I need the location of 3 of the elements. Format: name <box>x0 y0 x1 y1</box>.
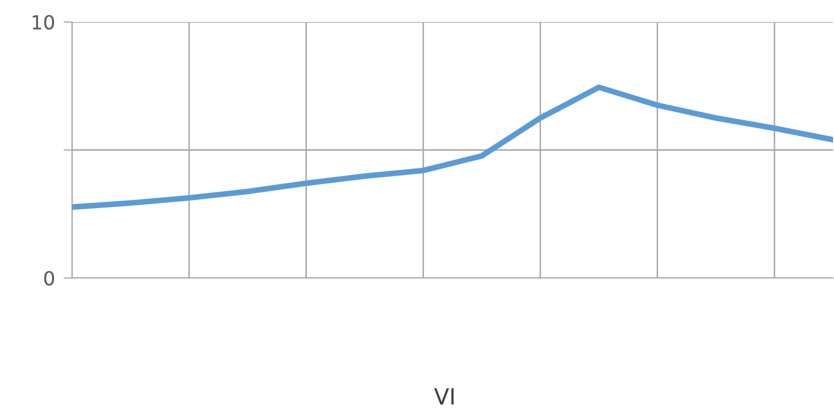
y-tick-label: 0 <box>44 270 54 286</box>
x-axis-title: VI <box>434 388 454 404</box>
y-tick-label: 10 <box>32 14 54 30</box>
